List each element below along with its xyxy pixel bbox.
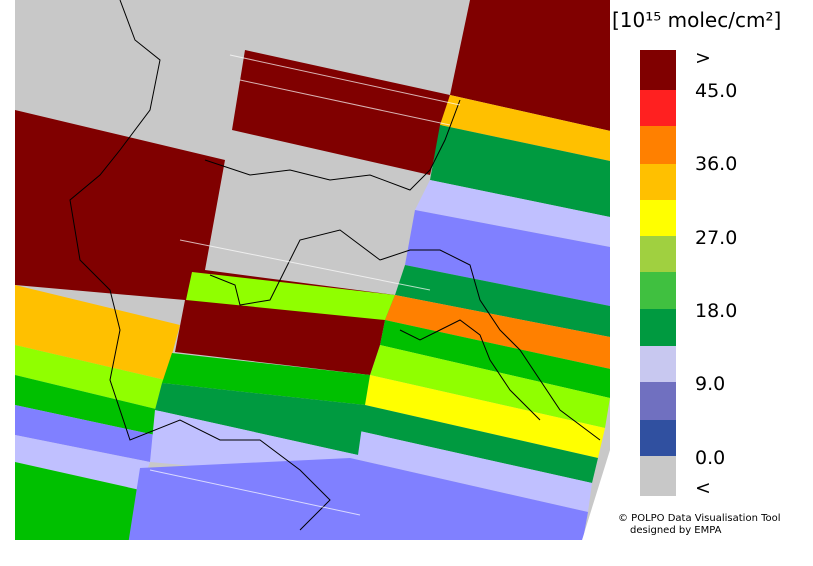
legend-label: >: [695, 47, 711, 69]
map: [15, 0, 610, 540]
swath: [380, 320, 610, 398]
color-bin: [640, 346, 676, 382]
credit: designed by EMPA: [630, 525, 722, 536]
legend-label: 18.0: [695, 300, 737, 322]
swath: [450, 0, 610, 132]
legend-label: 0.0: [695, 447, 725, 469]
swath: [15, 285, 180, 380]
swath: [415, 180, 610, 248]
colorbar: [640, 50, 676, 496]
coastlines: [69, 0, 601, 531]
color-bin: [640, 50, 676, 90]
color-bin: [640, 164, 676, 200]
color-bin: [640, 382, 676, 420]
legend-label: 27.0: [695, 227, 737, 249]
color-bin: [640, 236, 676, 272]
swath: [350, 430, 592, 512]
color-bin: [640, 272, 676, 309]
swath: [405, 210, 610, 307]
swath: [232, 50, 450, 175]
swath: [15, 405, 155, 462]
swath: [155, 383, 365, 455]
swath: [15, 345, 165, 410]
swath: [385, 295, 610, 370]
credit: © POLPO Data Visualisation Tool: [618, 513, 781, 524]
swath: [430, 125, 610, 218]
color-bin: [640, 200, 676, 236]
color-bin: [640, 126, 676, 164]
color-bin: [640, 420, 676, 456]
legend-label: 9.0: [695, 373, 725, 395]
swath-edges: [149, 54, 461, 516]
legend-label: 45.0: [695, 80, 737, 102]
swath: [440, 95, 610, 162]
swath: [15, 462, 140, 540]
swath: [128, 458, 588, 540]
swath: [370, 345, 610, 428]
swath: [162, 353, 370, 405]
colorbar-labels: > 45.0 36.0 27.0 18.0 9.0 0.0 <: [695, 47, 737, 499]
color-bin: [640, 456, 676, 496]
swath: [15, 435, 150, 490]
swath: [395, 265, 610, 338]
legend-label: <: [695, 477, 711, 499]
swath: [365, 375, 605, 458]
legend-title: [10¹⁵ molec/cm²]: [612, 8, 781, 32]
swath: [355, 405, 598, 483]
swath: [186, 272, 395, 320]
color-bin: [640, 309, 676, 346]
legend-label: 36.0: [695, 153, 737, 175]
color-bin: [640, 90, 676, 126]
